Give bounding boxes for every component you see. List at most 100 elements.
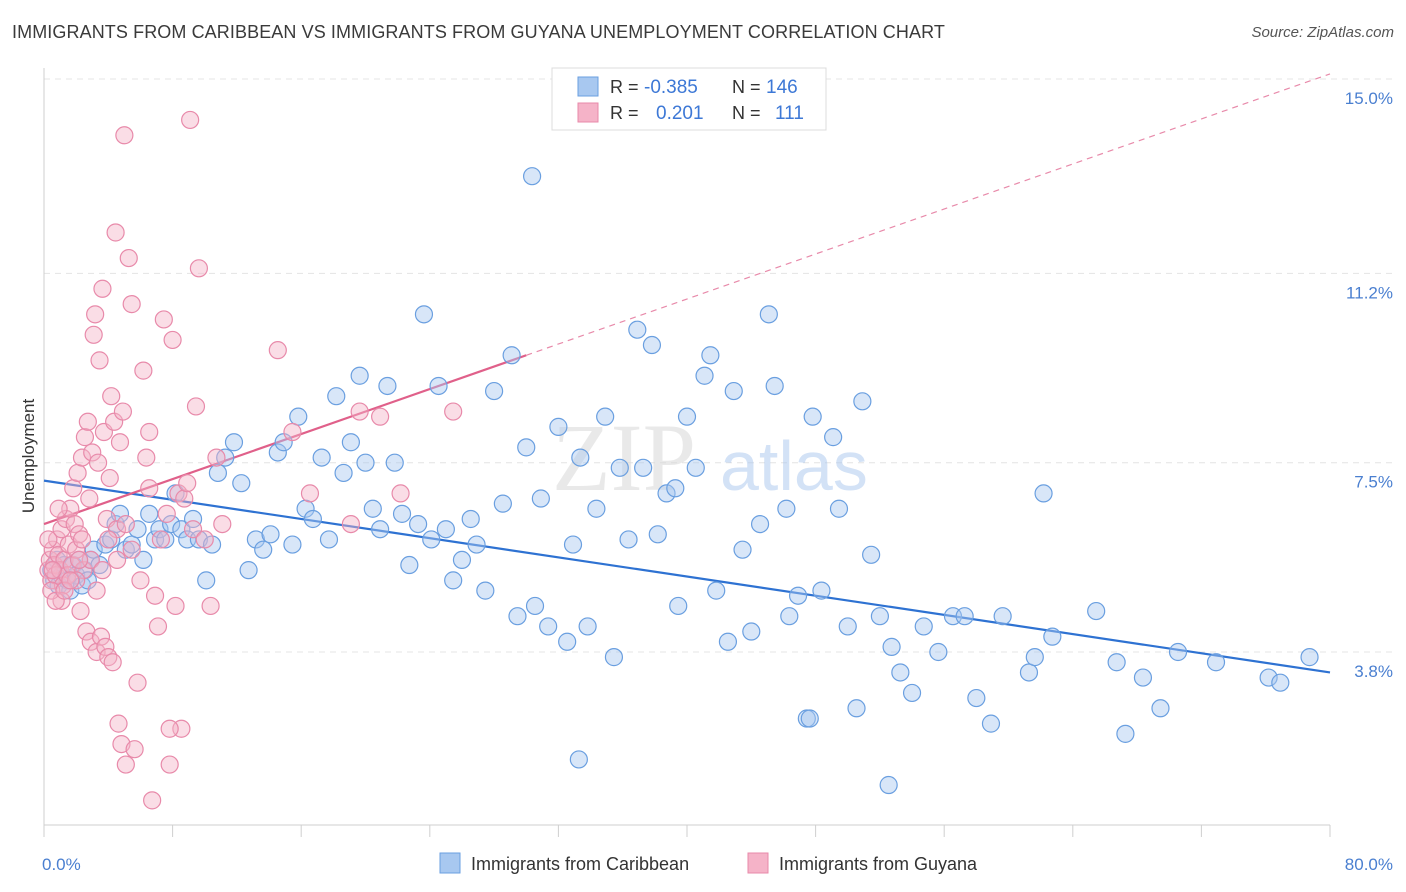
point-caribbean-43 xyxy=(254,540,273,559)
point-caribbean-107 xyxy=(742,622,761,641)
point-guyana-55 xyxy=(122,295,141,314)
point-guyana-62 xyxy=(143,791,162,810)
point-guyana-49 xyxy=(110,433,130,452)
point-guyana-56 xyxy=(125,740,144,759)
legend-swatch-caribbean xyxy=(577,76,599,97)
point-guyana-48 xyxy=(109,714,128,733)
point-guyana-104 xyxy=(39,530,58,549)
point-caribbean-144 xyxy=(1168,642,1188,662)
point-caribbean-86 xyxy=(578,617,597,636)
point-caribbean-135 xyxy=(1019,663,1039,682)
point-guyana-36 xyxy=(91,627,111,646)
point-caribbean-128 xyxy=(914,617,933,636)
point-guyana-31 xyxy=(84,325,103,344)
point-guyana-105 xyxy=(43,561,62,580)
point-guyana-107 xyxy=(69,550,89,570)
point-guyana-76 xyxy=(183,520,203,539)
point-caribbean-149 xyxy=(522,167,542,186)
point-guyana-59 xyxy=(134,361,153,380)
point-guyana-97 xyxy=(49,499,68,518)
point-caribbean-56 xyxy=(350,366,369,385)
point-caribbean-92 xyxy=(628,320,647,339)
point-caribbean-119 xyxy=(838,617,857,636)
legend-n-label-caribbean: N = xyxy=(732,77,761,97)
point-guyana-19 xyxy=(67,540,86,559)
point-guyana-99 xyxy=(72,530,92,549)
point-caribbean-60 xyxy=(378,376,397,396)
point-caribbean-125 xyxy=(882,637,901,656)
point-guyana-75 xyxy=(181,110,200,130)
y-axis-label: Unemployment xyxy=(19,399,38,514)
point-guyana-21 xyxy=(69,525,89,544)
point-caribbean-90 xyxy=(610,458,629,477)
point-guyana-108 xyxy=(87,581,106,600)
point-guyana-109 xyxy=(99,530,118,549)
chart-title: IMMIGRANTS FROM CARIBBEAN VS IMMIGRANTS … xyxy=(12,22,945,42)
point-guyana-20 xyxy=(68,463,87,483)
trend-line-caribbean xyxy=(43,479,1331,674)
stats-legend: R = -0.385 N = 146 R = 0.201 N = 111 xyxy=(551,67,827,131)
point-caribbean-136 xyxy=(1025,648,1044,667)
legend-n-value-caribbean: 146 xyxy=(766,77,798,98)
point-caribbean-51 xyxy=(312,448,331,467)
point-guyana-79 xyxy=(195,530,214,549)
point-caribbean-97 xyxy=(666,479,685,498)
point-guyana-95 xyxy=(42,581,61,600)
point-caribbean-121 xyxy=(853,392,872,411)
point-guyana-43 xyxy=(102,387,121,406)
point-caribbean-118 xyxy=(829,499,849,518)
point-caribbean-68 xyxy=(436,520,455,539)
point-caribbean-100 xyxy=(686,458,705,477)
point-guyana-34 xyxy=(88,453,108,472)
point-caribbean-69 xyxy=(444,571,463,590)
point-caribbean-58 xyxy=(363,499,382,518)
point-caribbean-45 xyxy=(268,443,287,462)
point-caribbean-110 xyxy=(765,376,784,396)
point-guyana-82 xyxy=(213,514,232,534)
point-caribbean-71 xyxy=(461,509,480,529)
point-guyana-42 xyxy=(100,468,119,488)
point-caribbean-61 xyxy=(385,453,404,472)
legend-r-value-guyana: 0.201 xyxy=(656,103,704,124)
point-guyana-91 xyxy=(444,402,463,421)
point-caribbean-120 xyxy=(847,699,866,718)
point-guyana-37 xyxy=(93,279,112,298)
point-guyana-110 xyxy=(116,514,135,534)
point-guyana-52 xyxy=(115,126,134,145)
y-tick-labels: 3.8% 7.5% 11.2% 15.0% xyxy=(1345,89,1393,681)
point-caribbean-80 xyxy=(531,489,550,508)
point-caribbean-54 xyxy=(334,463,353,483)
point-caribbean-64 xyxy=(409,514,428,534)
trend-lines xyxy=(43,73,1331,674)
point-caribbean-113 xyxy=(788,586,808,605)
point-guyana-23 xyxy=(72,448,92,467)
point-guyana-85 xyxy=(283,422,302,442)
point-caribbean-88 xyxy=(596,407,615,426)
point-guyana-66 xyxy=(154,310,173,329)
point-guyana-86 xyxy=(300,484,320,503)
point-guyana-58 xyxy=(131,571,150,590)
point-caribbean-70 xyxy=(452,550,472,570)
point-caribbean-105 xyxy=(724,381,743,401)
point-caribbean-124 xyxy=(879,775,898,795)
point-caribbean-148 xyxy=(1300,648,1319,667)
point-guyana-39 xyxy=(96,637,115,656)
point-caribbean-74 xyxy=(485,381,504,401)
point-caribbean-95 xyxy=(648,525,667,544)
bottom-legend-swatch-guyana xyxy=(747,852,769,874)
point-guyana-102 xyxy=(122,540,141,559)
point-caribbean-108 xyxy=(750,514,770,534)
point-caribbean-55 xyxy=(341,433,360,452)
point-caribbean-115 xyxy=(803,407,822,426)
point-guyana-30 xyxy=(83,443,102,462)
point-caribbean-62 xyxy=(392,504,412,523)
point-caribbean-84 xyxy=(563,535,583,554)
point-guyana-60 xyxy=(137,448,156,467)
point-guyana-81 xyxy=(207,448,226,467)
point-guyana-89 xyxy=(371,407,390,426)
point-caribbean-63 xyxy=(400,555,419,575)
point-caribbean-23 xyxy=(128,520,147,539)
point-caribbean-142 xyxy=(1133,668,1153,687)
point-caribbean-139 xyxy=(1087,601,1106,621)
point-guyana-54 xyxy=(119,248,138,268)
